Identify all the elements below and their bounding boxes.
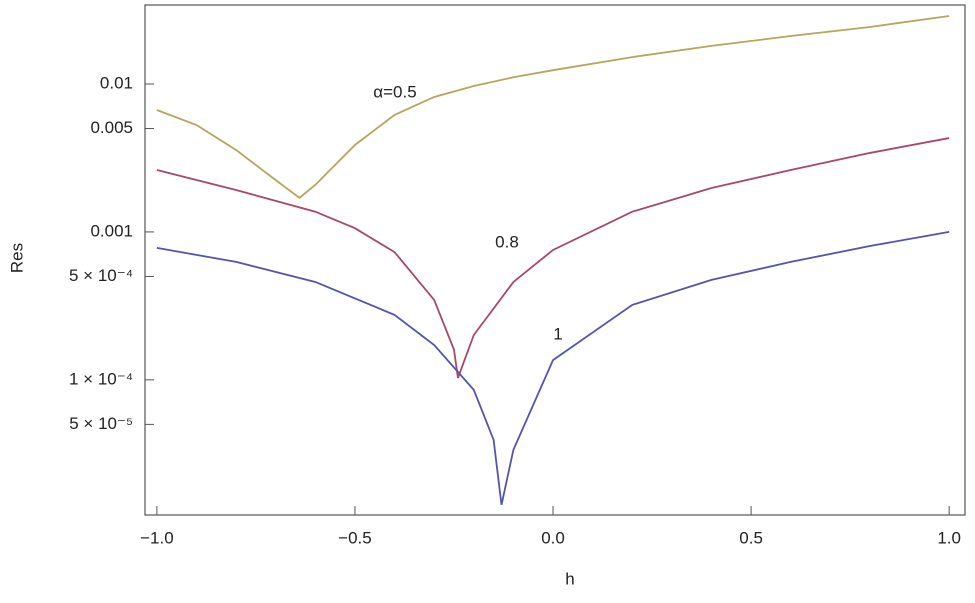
curve-annotation: 1 — [553, 324, 562, 343]
x-tick-label: −1.0 — [140, 528, 174, 547]
y-tick-label: 0.01 — [100, 73, 133, 92]
x-tick-label: 0.0 — [541, 528, 565, 547]
series-line — [156, 137, 950, 379]
y-tick-label: 0.005 — [90, 118, 133, 137]
y-tick-label: 5 × 10⁻⁴ — [69, 266, 133, 285]
curve-annotation: 0.8 — [495, 232, 519, 251]
y-tick-label: 5 × 10⁻⁵ — [69, 414, 133, 433]
x-tick-label: 1.0 — [937, 528, 961, 547]
curve-annotation: α=0.5 — [373, 82, 416, 101]
plot-frame — [144, 4, 966, 516]
y-tick-label: 1 × 10⁻⁴ — [69, 369, 133, 388]
series-line — [156, 231, 950, 505]
x-tick-label: −0.5 — [338, 528, 372, 547]
y-axis-label: Res — [7, 243, 26, 273]
series-line — [156, 15, 950, 199]
x-tick-label: 0.5 — [739, 528, 763, 547]
y-tick-label: 0.001 — [90, 221, 133, 240]
x-axis-label: h — [565, 569, 574, 588]
